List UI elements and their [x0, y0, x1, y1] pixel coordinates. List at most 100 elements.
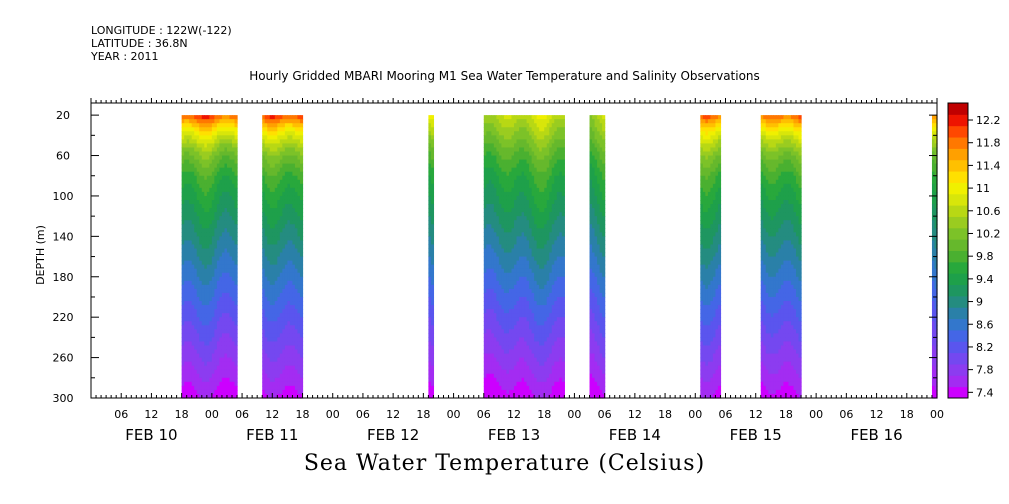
heatmap-cell: [277, 212, 281, 217]
heatmap-cell: [541, 321, 545, 326]
heatmap-cell: [516, 296, 520, 302]
heatmap-cell: [289, 389, 294, 395]
heatmap-cell: [191, 317, 195, 322]
heatmap-cell: [531, 244, 535, 250]
heatmap-cell: [211, 349, 215, 355]
heatmap-cell: [534, 123, 538, 128]
heatmap-cell: [234, 353, 238, 359]
heatmap-cell: [186, 296, 190, 302]
heatmap-cell: [503, 199, 508, 205]
heatmap-cell: [483, 155, 487, 161]
heatmap-cell: [282, 317, 286, 322]
heatmap-cell: [264, 268, 268, 274]
heatmap-cell: [262, 248, 266, 254]
heatmap-cell: [544, 163, 548, 169]
heatmap-cell: [191, 240, 195, 246]
heatmap-cell: [486, 135, 490, 140]
heatmap-cell: [226, 179, 231, 185]
heatmap-cell: [232, 131, 236, 136]
heatmap-cell: [186, 309, 190, 314]
heatmap-cell: [294, 264, 299, 270]
heatmap-cell: [289, 361, 294, 367]
heatmap-cell: [559, 317, 563, 322]
heatmap-cell: [214, 264, 218, 270]
heatmap-cell: [526, 143, 530, 149]
heatmap-cell: [514, 256, 518, 262]
heatmap-cell: [561, 171, 565, 177]
heatmap-cell: [206, 264, 210, 270]
heatmap-cell: [267, 151, 271, 157]
heatmap-cell: [536, 353, 540, 359]
heatmap-cell: [491, 292, 495, 298]
heatmap-cell: [274, 369, 278, 375]
heatmap-cell: [294, 208, 299, 213]
heatmap-cell: [181, 131, 185, 136]
heatmap-cell: [486, 163, 490, 169]
heatmap-cell: [262, 175, 266, 181]
heatmap-cell: [554, 341, 558, 347]
heatmap-cell: [541, 393, 545, 399]
heatmap-cell: [488, 373, 492, 379]
heatmap-cell: [491, 115, 495, 120]
heatmap-cell: [541, 361, 545, 367]
heatmap-cell: [486, 220, 490, 225]
heatmap-cell: [511, 325, 515, 330]
heatmap-cell: [221, 143, 226, 149]
heatmap-cell: [516, 167, 520, 173]
heatmap-cell: [519, 151, 523, 157]
heatmap-cell: [506, 179, 510, 185]
heatmap-cell: [272, 175, 276, 181]
heatmap-cell: [539, 224, 543, 229]
heatmap-cell: [546, 236, 550, 241]
heatmap-cell: [204, 305, 208, 310]
heatmap-cell: [277, 365, 281, 371]
heatmap-cell: [211, 385, 215, 391]
heatmap-cell: [194, 208, 198, 213]
heatmap-cell: [294, 228, 299, 233]
heatmap-cell: [282, 191, 286, 197]
heatmap-cell: [184, 369, 188, 375]
heatmap-cell: [294, 309, 299, 314]
heatmap-cell: [498, 208, 503, 213]
heatmap-cell: [546, 228, 550, 233]
heatmap-cell: [226, 377, 231, 383]
heatmap-cell: [498, 119, 503, 124]
heatmap-cell: [284, 341, 288, 347]
heatmap-cell: [184, 317, 188, 322]
heatmap-cell: [506, 252, 510, 258]
heatmap-cell: [181, 365, 185, 371]
heatmap-cell: [194, 381, 198, 387]
heatmap-cell: [234, 224, 238, 229]
heatmap-cell: [277, 147, 281, 153]
heatmap-cell: [216, 183, 221, 189]
heatmap-cell: [526, 155, 530, 161]
heatmap-cell: [287, 143, 291, 149]
heatmap-cell: [262, 191, 266, 197]
heatmap-cell: [224, 329, 228, 334]
heatmap-cell: [219, 353, 223, 359]
heatmap-cell: [206, 171, 210, 177]
heatmap-cell: [221, 321, 226, 326]
heatmap-cell: [524, 280, 528, 286]
heatmap-cell: [219, 151, 223, 157]
heatmap-cell: [534, 228, 538, 233]
heatmap-cell: [549, 341, 553, 347]
heatmap-cell: [201, 264, 205, 270]
heatmap-cell: [219, 236, 223, 241]
heatmap-cell: [483, 232, 487, 237]
heatmap-cell: [264, 135, 268, 140]
heatmap-cell: [201, 115, 205, 120]
heatmap-cell: [491, 167, 495, 173]
heatmap-cell: [267, 224, 271, 229]
heatmap-cell: [226, 357, 231, 363]
heatmap-cell: [299, 345, 304, 351]
heatmap-cell: [493, 199, 497, 205]
heatmap-cell: [196, 268, 200, 274]
heatmap-cell: [486, 280, 490, 286]
heatmap-cell: [279, 373, 283, 379]
heatmap-cell: [186, 147, 190, 153]
heatmap-cell: [189, 381, 193, 387]
heatmap-cell: [539, 115, 543, 120]
heatmap-cell: [229, 264, 233, 270]
heatmap-cell: [297, 191, 301, 197]
